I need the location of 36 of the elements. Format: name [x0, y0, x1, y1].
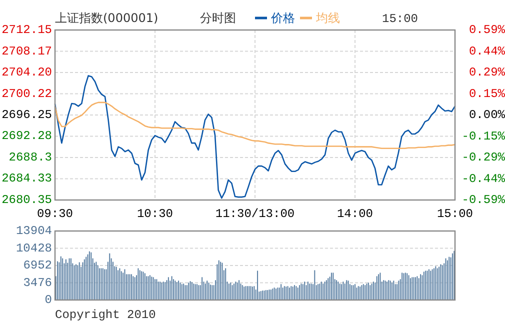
y2-tick-label: 0.00% — [468, 108, 505, 122]
y2-tick-label: 0.59% — [468, 23, 505, 37]
line-series — [54, 102, 456, 150]
y2-tick-label: -0.15% — [462, 129, 505, 144]
y-tick-label: 0 — [44, 293, 52, 307]
x-tick-label: 14:00 — [336, 207, 374, 221]
line-series — [54, 75, 456, 199]
x-tick-label: 15:00 — [436, 207, 474, 221]
text: Copyright 2010 — [55, 308, 156, 322]
y2-tick-label: 0.15% — [468, 86, 505, 101]
legend-label: 均线 — [315, 11, 340, 25]
chart-subtitle: 分时图 — [200, 11, 236, 25]
x-tick-label: 11:30/13:00 — [215, 207, 295, 221]
legend-label: 价格 — [270, 11, 295, 25]
y-tick-label: 2696.25 — [2, 108, 52, 122]
y2-tick-label: 0.44% — [468, 44, 505, 58]
y-tick-label: 13904 — [16, 224, 52, 238]
y-tick-label: 3476 — [23, 276, 52, 290]
y2-tick-label: -0.59% — [462, 193, 505, 207]
chart-title: 上证指数(000001) — [55, 11, 158, 25]
y-tick-label: 10428 — [16, 241, 52, 256]
y-tick-label: 6952 — [23, 258, 52, 272]
x-tick-label: 09:30 — [36, 207, 74, 221]
y-tick-label: 2684.33 — [2, 172, 52, 186]
y-tick-label: 2712.15 — [2, 23, 52, 37]
x-tick-label: 10:30 — [136, 207, 174, 221]
y-tick-label: 2708.17 — [2, 44, 52, 58]
y-tick-label: 2704.20 — [2, 66, 52, 80]
y-tick-label: 2680.35 — [2, 193, 52, 207]
y2-tick-label: -0.44% — [462, 172, 505, 186]
y-tick-label: 2692.28 — [2, 129, 52, 144]
y2-tick-label: -0.29% — [462, 150, 505, 164]
y-tick-label: 2688.3 — [8, 150, 52, 164]
y-tick-label: 2700.22 — [2, 86, 52, 101]
y2-tick-label: 0.29% — [468, 66, 505, 80]
text: 15:00 — [382, 12, 418, 26]
